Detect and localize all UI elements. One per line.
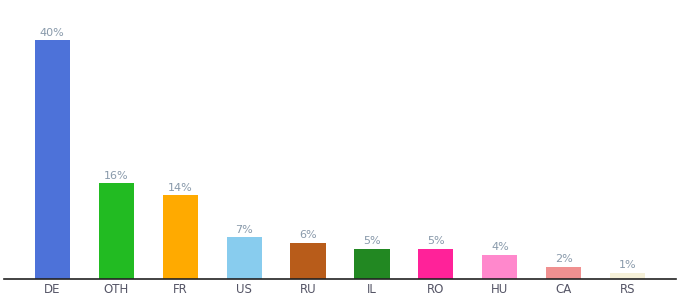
Text: 14%: 14% bbox=[168, 183, 192, 193]
Bar bbox=[163, 195, 198, 279]
Bar bbox=[99, 183, 134, 279]
Bar bbox=[35, 40, 70, 279]
Text: 2%: 2% bbox=[555, 254, 573, 264]
Bar bbox=[482, 255, 517, 279]
Bar bbox=[610, 273, 645, 279]
Bar bbox=[546, 267, 581, 279]
Bar bbox=[418, 249, 454, 279]
Text: 1%: 1% bbox=[619, 260, 636, 270]
Bar bbox=[354, 249, 390, 279]
Text: 40%: 40% bbox=[40, 28, 65, 38]
Text: 16%: 16% bbox=[104, 171, 129, 181]
Text: 4%: 4% bbox=[491, 242, 509, 252]
Text: 5%: 5% bbox=[427, 236, 445, 246]
Bar bbox=[290, 243, 326, 279]
Text: 7%: 7% bbox=[235, 224, 253, 235]
Bar bbox=[226, 237, 262, 279]
Text: 5%: 5% bbox=[363, 236, 381, 246]
Text: 6%: 6% bbox=[299, 230, 317, 241]
